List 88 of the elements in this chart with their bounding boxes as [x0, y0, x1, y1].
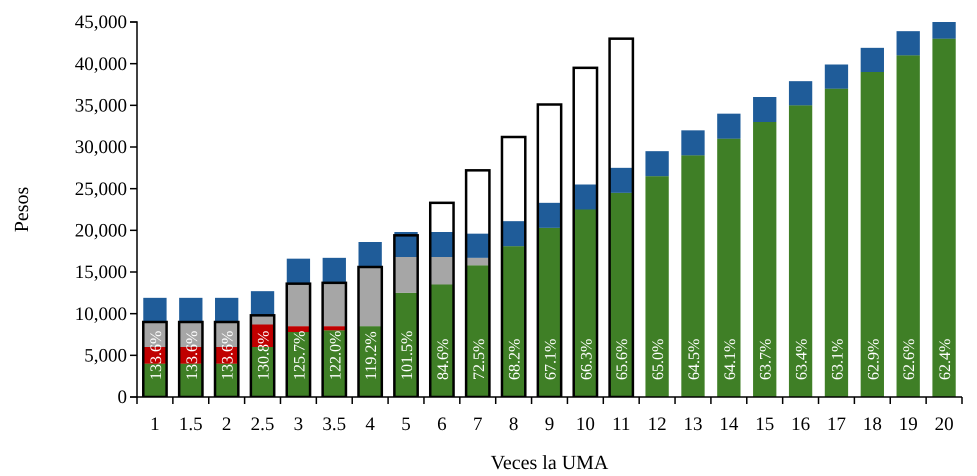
- annotation: 133.6%: [148, 330, 165, 380]
- annotation: 133.6%: [184, 330, 201, 380]
- bar: [896, 31, 920, 56]
- x-tick-label: 7: [473, 414, 483, 435]
- annotation: 62.9%: [865, 338, 882, 380]
- bar: [322, 326, 346, 330]
- x-tick-label: 15: [755, 414, 774, 435]
- y-tick-label: 25,000: [74, 178, 127, 200]
- bar: [788, 81, 812, 106]
- bar: [681, 130, 705, 156]
- bar: [358, 242, 382, 267]
- bar: [932, 38, 956, 397]
- annotation: 65.6%: [614, 338, 632, 380]
- y-tick-label: 35,000: [74, 95, 127, 116]
- annotation: 62.6%: [901, 338, 918, 380]
- bar: [179, 298, 202, 322]
- x-tick-label: 14: [719, 414, 739, 435]
- x-tick-label: 2.5: [250, 414, 274, 435]
- y-tick-label: 15,000: [74, 262, 127, 284]
- annotation: 64.5%: [686, 338, 703, 380]
- x-tick-label: 6: [437, 414, 447, 435]
- bar: [717, 114, 741, 139]
- y-tick-label: 40,000: [74, 54, 127, 75]
- bar: [502, 221, 526, 246]
- y-tick-label: 0: [118, 387, 127, 408]
- x-tick-label: 20: [934, 414, 954, 435]
- bar: [824, 64, 848, 89]
- bar: [250, 291, 274, 316]
- annotation: 67.1%: [542, 338, 560, 380]
- annotation: 65.0%: [650, 338, 668, 380]
- y-axis-title: Pesos: [11, 186, 33, 232]
- bar: [860, 72, 884, 397]
- bar: [322, 258, 346, 283]
- bar: [753, 97, 776, 122]
- x-tick-label: 5: [401, 414, 411, 435]
- bar: [681, 155, 705, 397]
- x-tick-label: 17: [826, 414, 846, 435]
- x-tick-label: 16: [791, 414, 810, 435]
- y-tick-label: 5,000: [84, 345, 127, 366]
- bar: [932, 22, 956, 39]
- x-tick-label: 10: [576, 414, 595, 435]
- bar: [645, 151, 669, 176]
- annotation: 68.2%: [506, 338, 524, 380]
- annotation: 72.5%: [470, 338, 488, 380]
- annotation: 101.5%: [399, 330, 416, 380]
- bar: [717, 138, 741, 397]
- annotation: 63.1%: [829, 338, 846, 380]
- x-tick-label: 1.5: [178, 414, 203, 435]
- bar: [896, 55, 920, 397]
- x-axis-title: Veces la UMA: [490, 452, 609, 474]
- y-tick-label: 20,000: [74, 220, 127, 242]
- annotation: 119.2%: [363, 331, 380, 380]
- bar: [788, 105, 812, 397]
- bar: [394, 257, 418, 293]
- annotation: 63.4%: [794, 338, 811, 380]
- x-tick-label: 19: [898, 414, 918, 435]
- annotation: 130.8%: [256, 330, 273, 380]
- bar: [753, 122, 776, 397]
- bar: [286, 258, 310, 284]
- annotation: 84.6%: [434, 338, 452, 380]
- x-tick-label: 12: [648, 414, 667, 435]
- y-tick-label: 10,000: [74, 304, 127, 325]
- annotation: 122.0%: [327, 330, 344, 380]
- x-tick-label: 18: [862, 414, 882, 435]
- x-tick-label: 4: [365, 414, 376, 435]
- annotation: 63.7%: [758, 338, 775, 380]
- x-tick-label: 11: [612, 414, 630, 435]
- x-tick-label: 13: [683, 414, 702, 435]
- x-tick-label: 1: [150, 414, 160, 435]
- x-tick-label: 2: [222, 414, 232, 435]
- x-tick-label: 9: [544, 414, 554, 435]
- bar: [824, 88, 848, 397]
- annotation: 133.6%: [220, 330, 237, 380]
- x-tick-label: 3.5: [322, 414, 346, 435]
- bar: [574, 184, 598, 210]
- bar: [215, 298, 238, 322]
- annotation: 64.1%: [722, 338, 739, 380]
- x-tick-label: 3: [294, 414, 304, 435]
- y-tick-label: 45,000: [74, 12, 127, 34]
- bar: [860, 48, 884, 72]
- bar: [645, 176, 669, 397]
- bar: [538, 202, 562, 228]
- x-tick-label: 8: [508, 414, 518, 435]
- y-tick-label: 30,000: [74, 137, 127, 158]
- annotation: 125.7%: [291, 330, 308, 380]
- bar: [143, 298, 167, 322]
- annotation: 62.4%: [937, 338, 954, 380]
- annotation: 66.3%: [578, 338, 596, 380]
